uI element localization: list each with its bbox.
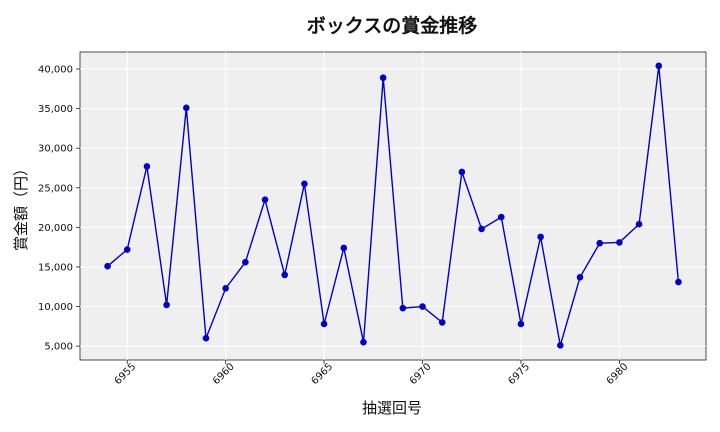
- y-tick-label: 30,000: [38, 144, 73, 155]
- data-point: [281, 271, 289, 279]
- y-tick-label: 35,000: [38, 104, 73, 115]
- data-point: [655, 62, 663, 70]
- data-point: [458, 168, 466, 176]
- data-point: [242, 258, 249, 266]
- data-point: [222, 285, 229, 292]
- data-point: [497, 213, 505, 221]
- data-point: [557, 342, 564, 349]
- data-point: [419, 303, 426, 310]
- data-point: [379, 74, 387, 82]
- data-point: [576, 273, 584, 281]
- data-point: [123, 246, 131, 253]
- x-tick-label: 6965: [309, 361, 335, 387]
- y-tick-label: 10,000: [38, 302, 73, 313]
- data-point: [202, 334, 210, 342]
- data-point: [104, 262, 111, 270]
- data-point: [537, 233, 544, 241]
- y-tick-label: 20,000: [38, 223, 73, 234]
- data-point: [635, 220, 643, 228]
- grid-lines: [80, 52, 706, 360]
- data-point: [360, 338, 367, 346]
- y-tick-label: 25,000: [38, 183, 73, 194]
- x-axis-ticks: 6955 6960 6965 6970 6975 6980: [113, 360, 631, 387]
- y-tick-label: 5,000: [44, 342, 73, 353]
- data-point: [399, 304, 407, 312]
- data-point: [438, 319, 446, 326]
- data-point: [340, 244, 348, 252]
- x-tick-label: 6955: [113, 361, 139, 387]
- x-axis-label: 抽選回号: [362, 399, 422, 417]
- y-axis-label: 賞金額（円）: [12, 161, 30, 251]
- data-point: [301, 180, 308, 188]
- data-point: [616, 239, 623, 246]
- x-tick-label: 6960: [211, 361, 237, 387]
- y-axis-ticks: 5,000 10,000 15,000 20,000 25,000 30,000 35,00…: [38, 65, 80, 353]
- data-point: [517, 320, 525, 328]
- x-tick-label: 6970: [408, 361, 434, 387]
- y-tick-label: 15,000: [38, 262, 73, 273]
- x-tick-label: 6975: [506, 361, 532, 387]
- data-point: [261, 196, 269, 203]
- data-point: [478, 225, 485, 233]
- y-tick-label: 40,000: [38, 65, 73, 76]
- x-tick-label: 6980: [605, 361, 631, 387]
- data-point: [675, 278, 682, 286]
- data-point: [143, 163, 151, 170]
- series-points: [104, 62, 682, 349]
- series-line: [107, 65, 680, 346]
- data-point: [596, 239, 603, 247]
- plot-area: [79, 51, 707, 361]
- data-point: [163, 301, 170, 309]
- data-point: [320, 320, 328, 328]
- data-point: [183, 104, 190, 112]
- chart-title: ボックスの賞金推移: [307, 14, 477, 37]
